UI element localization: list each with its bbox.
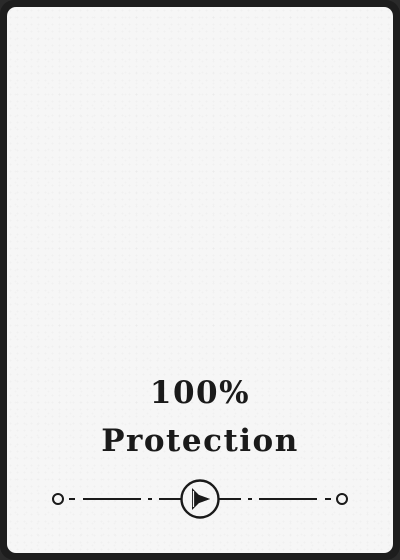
right-end-dot [336, 493, 348, 505]
card-face: 100% Protection [7, 7, 393, 553]
card-title-line-1: 100% [149, 375, 251, 411]
center-emblem-ring [180, 479, 220, 519]
left-end-dot [52, 493, 64, 505]
card-title-line-2: Protection [101, 423, 299, 459]
ornamental-divider [52, 479, 348, 519]
shield-arrow-icon [192, 488, 210, 510]
card-title: 100% Protection [7, 369, 393, 465]
